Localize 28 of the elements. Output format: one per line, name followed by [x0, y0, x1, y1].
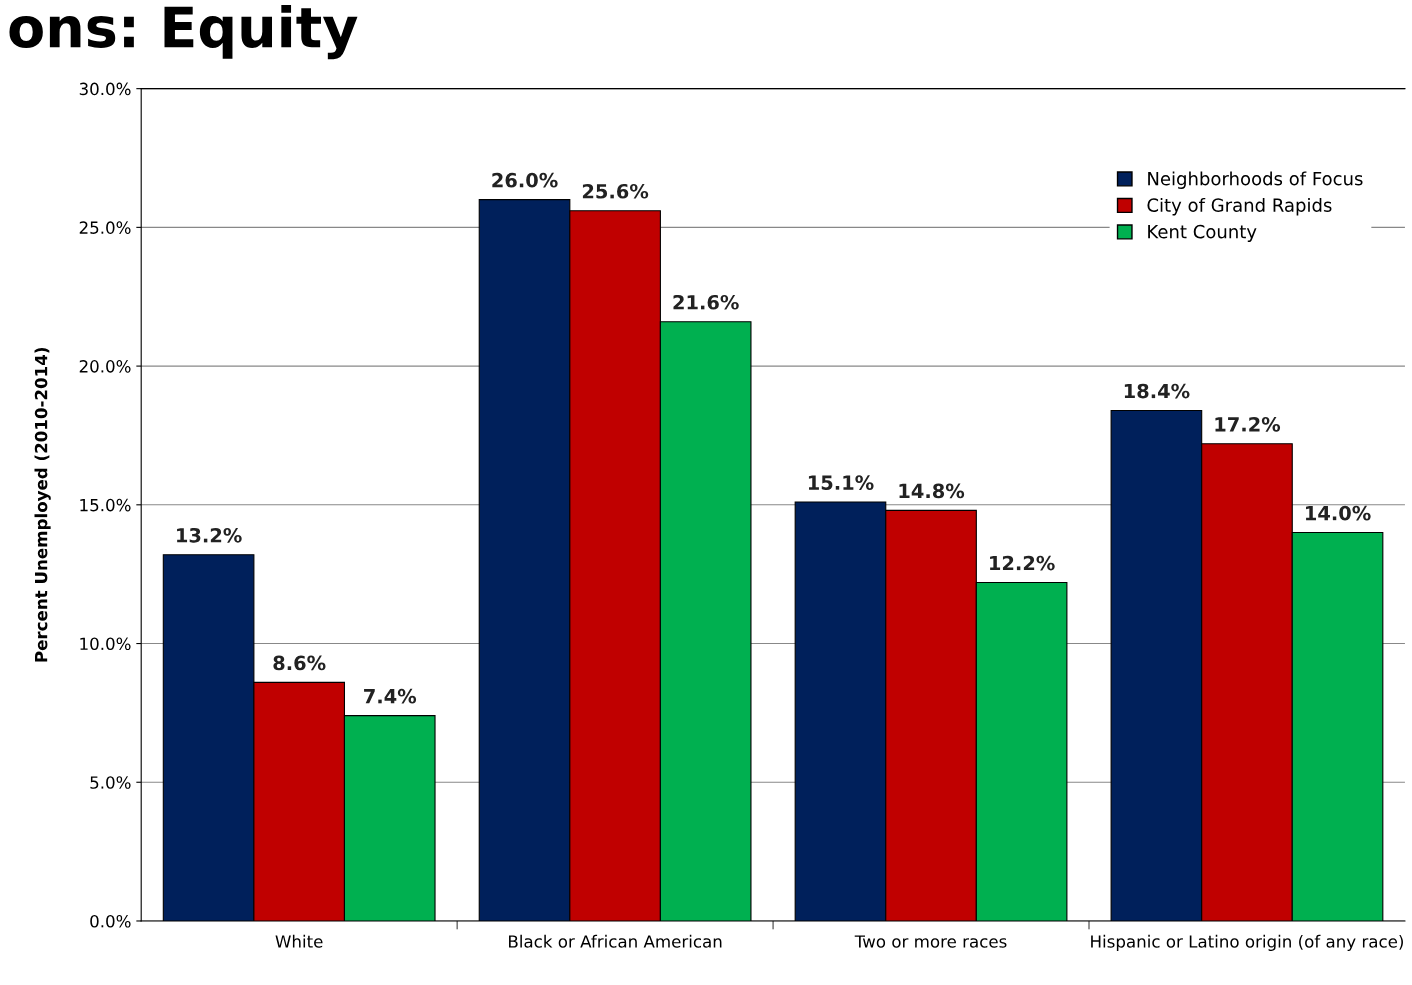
- data-label: 15.1%: [808, 475, 874, 490]
- y-tick-label: 0.0%: [90, 914, 131, 928]
- data-label: 26.0%: [492, 172, 558, 188]
- data-label: 8.6%: [273, 655, 326, 671]
- data-label: 14.8%: [899, 483, 965, 499]
- chart-title: ons: Equity: [9, 4, 358, 60]
- x-tick-label: White: [275, 934, 323, 948]
- legend-label: Kent County: [1148, 224, 1257, 242]
- x-tick-label: Two or more races: [854, 935, 1007, 948]
- legend-label: City of Grand Rapids: [1147, 197, 1332, 216]
- data-label: 13.2%: [177, 527, 242, 543]
- data-label: 21.6%: [673, 294, 739, 310]
- x-tick-label: Black or African American: [509, 934, 722, 948]
- y-tick-label: 10.0%: [80, 637, 131, 651]
- data-label: 12.2%: [990, 555, 1055, 571]
- data-label: 25.6%: [582, 183, 649, 199]
- data-label: 7.4%: [364, 688, 417, 704]
- y-tick-label: 5.0%: [90, 776, 131, 789]
- y-tick-label: 25.0%: [79, 221, 131, 234]
- data-label: 17.2%: [1215, 416, 1281, 432]
- x-tick-label: Hispanic or Latino origin (of any race): [1091, 934, 1403, 951]
- data-label: 18.4%: [1124, 383, 1190, 399]
- y-tick-label: 30.0%: [79, 82, 131, 96]
- data-label: 14.0%: [1306, 505, 1371, 521]
- legend-label: Neighborhoods of Focus: [1148, 171, 1363, 189]
- y-tick-label: 15.0%: [80, 498, 131, 512]
- y-tick-label: 20.0%: [79, 360, 131, 373]
- y-axis-title: Percent Unemployed (2010-2014): [34, 347, 51, 662]
